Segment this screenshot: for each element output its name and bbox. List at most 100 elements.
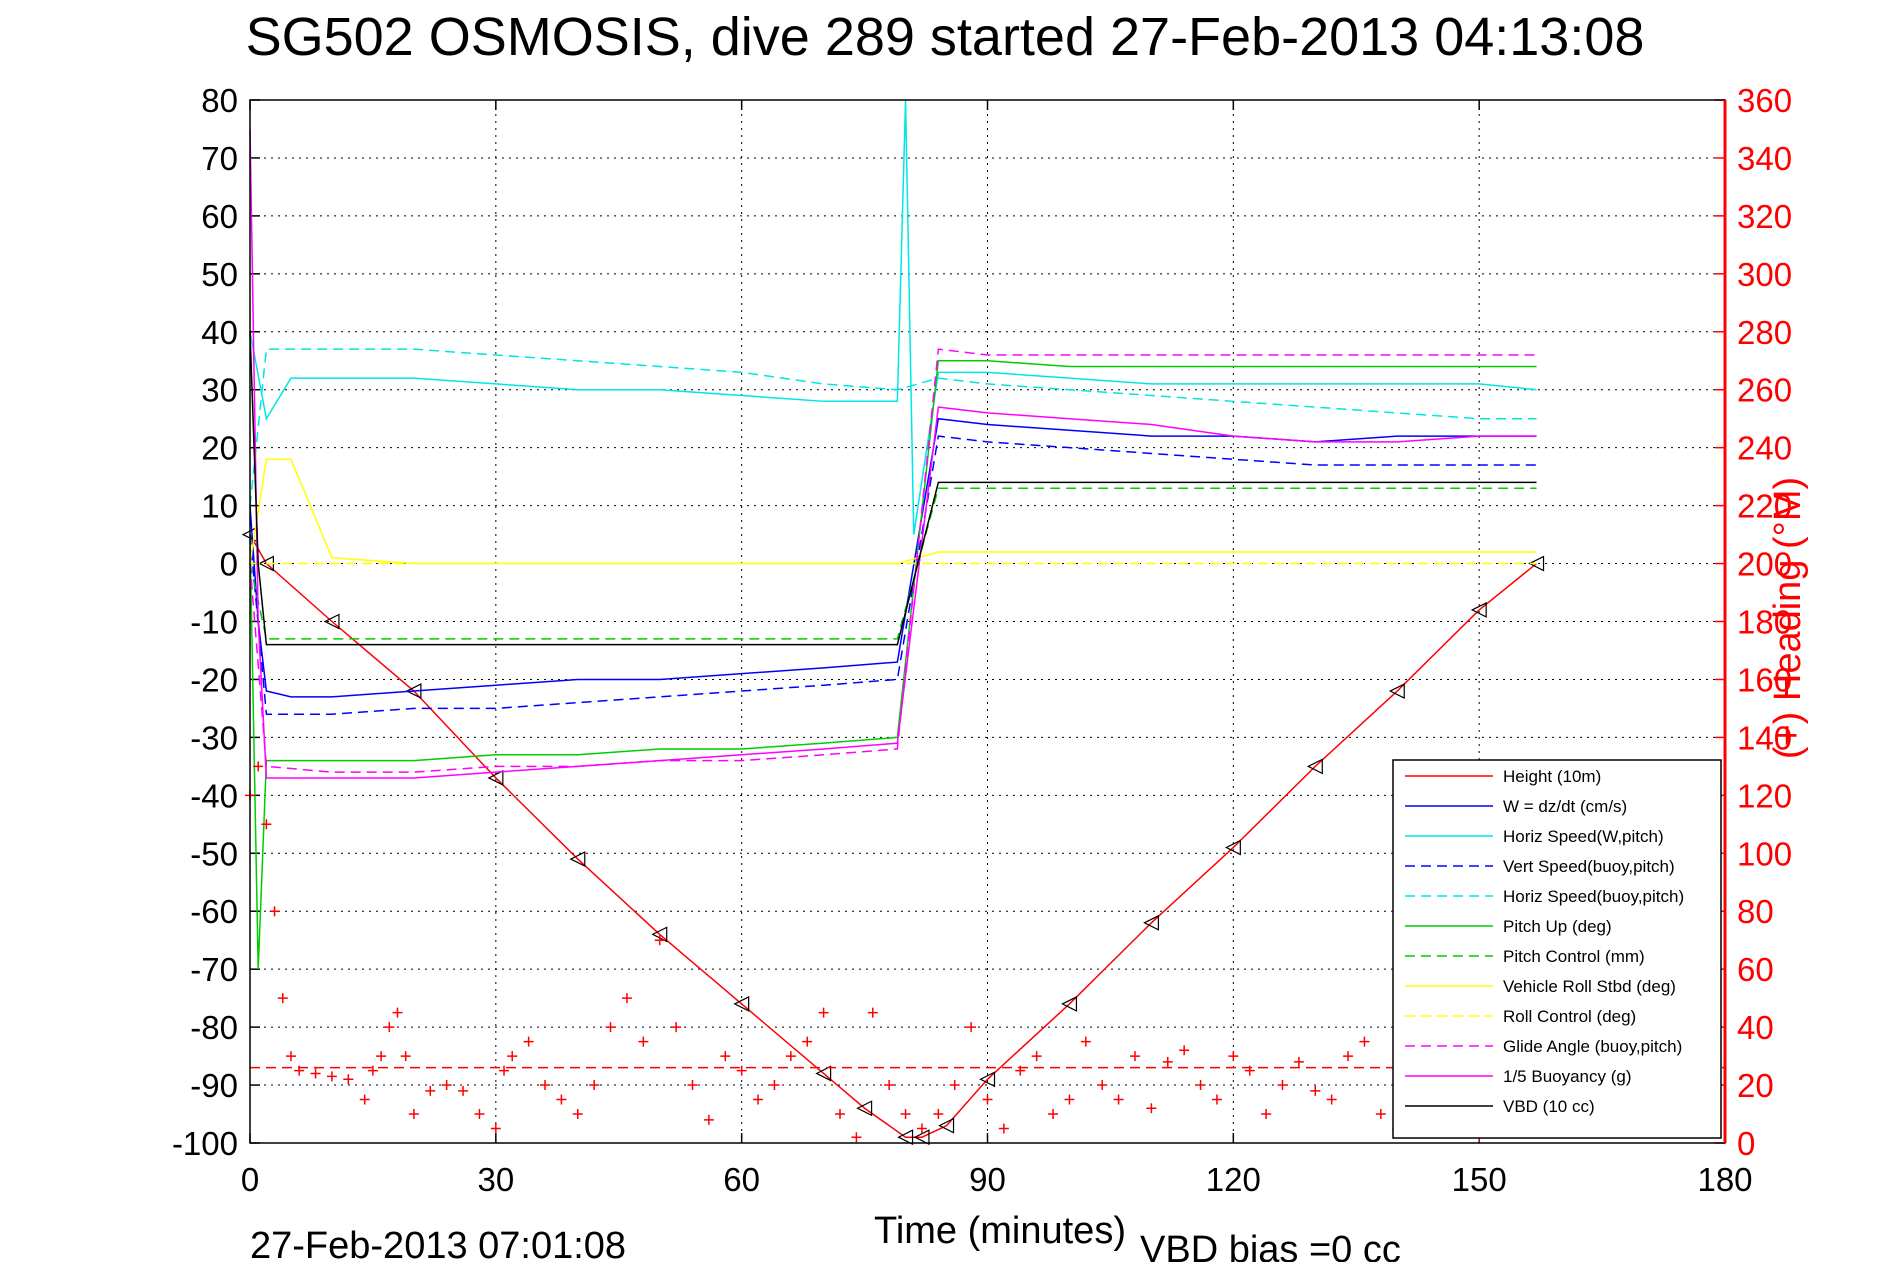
height-marker: [815, 1065, 832, 1082]
height-marker: [979, 1071, 996, 1088]
legend: Height (10m) W = dz/dt (cm/s) Horiz Speed(…: [1392, 759, 1722, 1139]
height-marker: [938, 1117, 955, 1134]
y2-tick-label: 80: [1737, 893, 1774, 930]
heading-point: [835, 1109, 845, 1120]
series-line-6: [249, 487, 1537, 640]
y2-tick-label: 340: [1737, 140, 1792, 177]
y2-tick-label: 280: [1737, 314, 1792, 351]
y-tick-label: 80: [201, 82, 238, 119]
series-line-4: [249, 348, 1537, 506]
heading-point: [966, 1022, 977, 1033]
heading-point: [1293, 1056, 1304, 1067]
y-tick-labels: 80 70 60 50 40 30 20 10 0 -10 -20 -30 -40 -50 -60 -70 -8…: [172, 82, 238, 1162]
heading-point: [408, 1109, 419, 1120]
heading-point: [507, 1051, 518, 1062]
heading-point: [638, 1036, 649, 1047]
heading-point: [326, 1071, 337, 1082]
legend-entry: Vert Speed(buoy,pitch): [1503, 857, 1675, 876]
y-tick-label: 40: [201, 314, 238, 351]
legend-entry: Vehicle Roll Stbd (deg): [1503, 977, 1676, 996]
heading-point: [589, 1080, 600, 1091]
heading-point: [605, 1022, 616, 1033]
y2-tick-label: 140: [1737, 719, 1792, 756]
y-tick-label: 60: [201, 198, 238, 235]
y2-tick-label: 160: [1737, 661, 1792, 698]
x-tick-labels: 0 30 60 90 120 150 180: [241, 1161, 1753, 1198]
y2-tick-label: 200: [1737, 546, 1792, 583]
height-marker: [1470, 601, 1487, 618]
heading-point: [982, 1094, 993, 1105]
heading-point: [900, 1109, 911, 1120]
x-tick-label: 60: [723, 1161, 760, 1198]
legend-entry: Glide Angle (buoy,pitch): [1503, 1037, 1682, 1056]
heading-point: [1326, 1094, 1337, 1105]
heading-point: [540, 1080, 550, 1091]
chart-title: SG502 OSMOSIS, dive 289 started 27-Feb-2…: [246, 7, 1645, 67]
y-tick-label: 0: [220, 546, 238, 583]
height-marker: [897, 1129, 914, 1146]
heading-point: [884, 1080, 895, 1091]
y-tick-label: -20: [190, 661, 238, 698]
height-marker: [1061, 995, 1078, 1012]
y-tick-label: 70: [201, 140, 238, 177]
heading-point: [1179, 1045, 1190, 1056]
heading-point: [1195, 1080, 1206, 1091]
heading-point: [1146, 1103, 1157, 1114]
heading-point: [269, 906, 280, 917]
height-marker: [1224, 839, 1241, 856]
y-tick-label: -10: [190, 604, 238, 641]
y2-tick-label: 60: [1737, 951, 1774, 988]
heading-point: [1097, 1080, 1108, 1091]
heading-point: [556, 1094, 567, 1105]
heading-point: [703, 1114, 714, 1125]
series-line-2: [249, 99, 1537, 535]
heading-point: [867, 1007, 878, 1018]
heading-point: [367, 1065, 378, 1076]
heading-point: [285, 1051, 296, 1062]
heading-point: [753, 1094, 764, 1105]
legend-entry: Height (10m): [1503, 767, 1601, 786]
y-tick-label: -80: [190, 1009, 238, 1046]
heading-point: [1228, 1051, 1239, 1062]
heading-point: [720, 1051, 731, 1062]
series-line-9: [249, 348, 1537, 773]
heading-point: [1310, 1085, 1321, 1096]
y-tick-label: 30: [201, 372, 238, 409]
heading-point: [1113, 1094, 1124, 1105]
x-axis-label: Time (minutes): [874, 1210, 1126, 1252]
height-marker: [323, 613, 340, 630]
x-tick-label: 120: [1206, 1161, 1261, 1198]
y2-tick-label: 260: [1737, 372, 1792, 409]
x-tick-label: 180: [1697, 1161, 1752, 1198]
series-line-1: [249, 417, 1537, 698]
y2-tick-label: 240: [1737, 430, 1792, 467]
height-marker: [1528, 555, 1545, 572]
y-tick-label: -50: [190, 835, 238, 872]
legend-entry: Roll Control (deg): [1503, 1007, 1636, 1026]
legend-entry: Pitch Up (deg): [1503, 917, 1612, 936]
height-marker: [1143, 914, 1159, 931]
heading-point: [736, 1065, 747, 1076]
y-tick-label: -70: [190, 951, 238, 988]
y2-tick-label: 180: [1737, 604, 1792, 641]
heading-point: [1211, 1094, 1222, 1105]
y2-tick-label: 120: [1737, 777, 1792, 814]
heading-point: [916, 1123, 927, 1134]
heading-point: [359, 1094, 370, 1105]
series-line-5: [249, 360, 1537, 970]
heading-point: [1375, 1109, 1386, 1120]
legend-box: [1392, 759, 1722, 1139]
legend-entry: Pitch Control (mm): [1503, 947, 1645, 966]
height-marker: [856, 1100, 873, 1117]
heading-point: [572, 1109, 583, 1120]
legend-entry: Horiz Speed(W,pitch): [1503, 827, 1664, 846]
heading-point: [253, 761, 264, 772]
heading-point: [1031, 1051, 1042, 1062]
heading-point: [1359, 1036, 1370, 1047]
heading-point: [343, 1074, 354, 1085]
heading-point: [1277, 1080, 1288, 1091]
y-tick-label: -90: [190, 1067, 238, 1104]
heading-point: [1343, 1051, 1354, 1062]
heading-point: [785, 1051, 796, 1062]
heading-point: [310, 1068, 321, 1079]
